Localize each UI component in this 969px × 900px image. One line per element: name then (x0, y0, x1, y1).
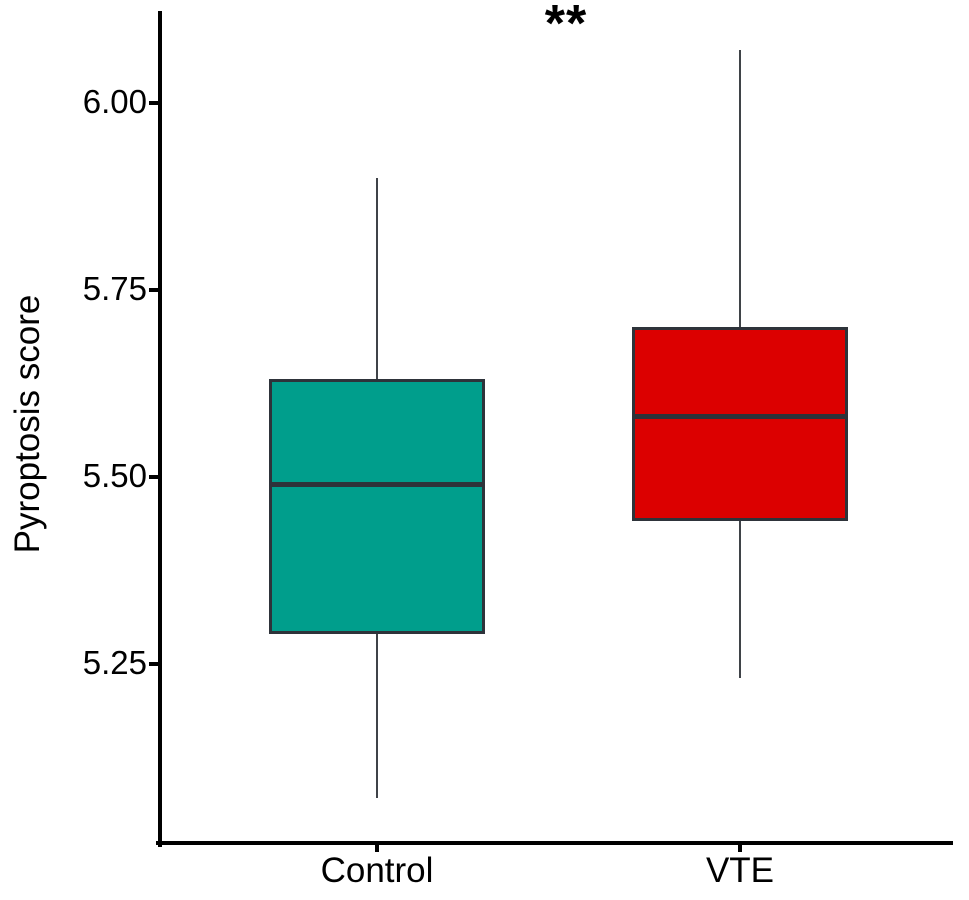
y-axis-tick (149, 661, 158, 666)
y-axis-tick-label: 5.50 (82, 456, 147, 494)
y-axis-tick-label: 6.00 (82, 82, 147, 120)
y-axis-tick (149, 287, 158, 292)
median-line-control (271, 481, 483, 487)
x-axis-tick-vte (738, 845, 742, 852)
x-axis-label-vte: VTE (705, 851, 775, 890)
box-control (269, 379, 485, 634)
x-axis-line (156, 841, 953, 845)
median-line-vte (634, 414, 846, 420)
y-axis-tick (149, 100, 158, 105)
upper-whisker-control (376, 177, 378, 380)
y-axis-tick-label: 5.75 (82, 269, 147, 307)
box-vte (632, 327, 848, 522)
lower-whisker-vte (739, 521, 741, 679)
lower-whisker-control (376, 633, 378, 799)
y-axis-title: Pyroptosis score (8, 294, 47, 554)
x-axis-label-control: Control (320, 851, 434, 890)
upper-whisker-vte (739, 50, 741, 328)
y-axis-tick (149, 474, 158, 479)
x-axis-tick-control (375, 845, 379, 852)
significance-stars: ** (544, 0, 588, 53)
y-axis-tick-label: 5.25 (82, 643, 147, 681)
y-axis-line (158, 11, 162, 847)
